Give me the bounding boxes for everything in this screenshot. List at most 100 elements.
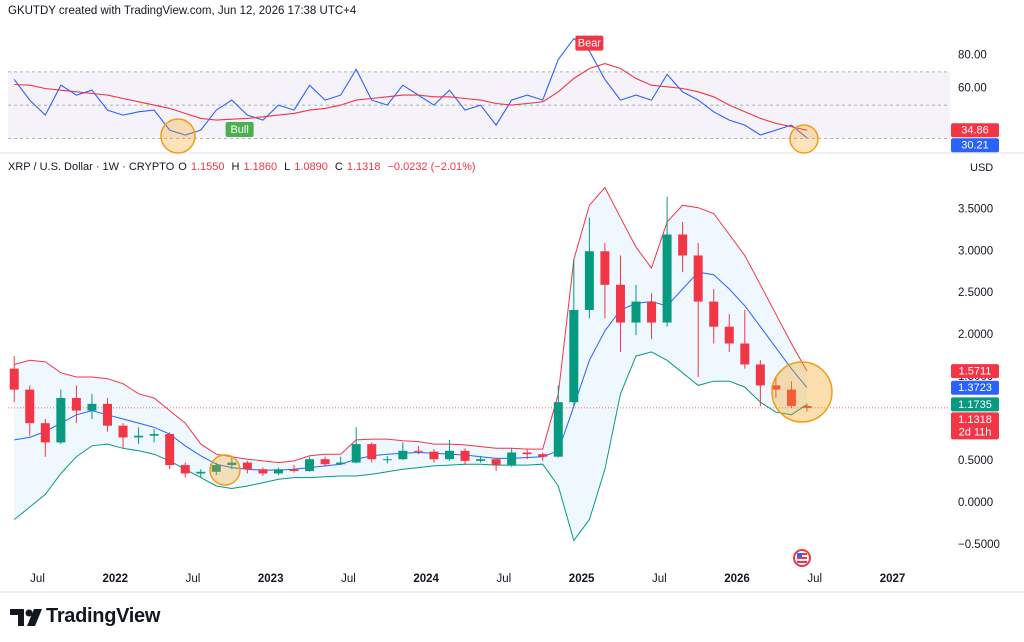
band-fill xyxy=(14,187,807,541)
price-label: 1.1735 xyxy=(958,399,992,411)
candle-body xyxy=(538,454,548,457)
x-tick-label: Jul xyxy=(497,573,512,585)
candle-body xyxy=(584,251,594,310)
price-label-box xyxy=(951,138,999,153)
y-tick-label: 0.5000 xyxy=(958,455,993,467)
bollinger-line xyxy=(14,186,808,464)
legend-key: C xyxy=(334,161,343,173)
legend-change: −0.0232 (−2.01%) xyxy=(387,161,476,173)
candle-body xyxy=(771,385,781,390)
candle-body xyxy=(336,462,346,465)
candle-body xyxy=(553,402,563,457)
candle-body xyxy=(305,459,315,471)
candle-body xyxy=(460,450,470,461)
legend: XRP / U.S. Dollar · 1W · CRYPTO O 1.1550 H… xyxy=(8,161,479,173)
rsi-line xyxy=(14,63,808,131)
candle-body xyxy=(662,234,672,323)
candle-body xyxy=(242,462,252,470)
candle-body xyxy=(678,234,688,256)
flag-icon xyxy=(793,549,811,567)
candle-body xyxy=(569,309,579,403)
candle-body xyxy=(102,403,112,426)
plot-layer: 60.00 80.00 34.86 30.21 Bull Bear −0.5000 0.000… xyxy=(8,35,1000,585)
y-tick-label: −0.5000 xyxy=(958,539,1000,551)
candle-body xyxy=(273,469,283,474)
candle-body xyxy=(802,405,812,408)
candle-body xyxy=(258,469,268,474)
x-tick-label: Jul xyxy=(341,573,356,585)
candle-body xyxy=(118,425,128,438)
candle-body xyxy=(382,459,392,461)
annotation-text: Bull xyxy=(230,124,248,136)
annotation-text: Bear xyxy=(578,38,602,50)
y-tick-label: 3.0000 xyxy=(958,245,993,257)
price-label: 1.5711 xyxy=(959,365,992,377)
legend-value: 1.1550 xyxy=(190,161,225,173)
x-tick-label: 2027 xyxy=(880,573,906,585)
candle-body xyxy=(740,343,750,365)
x-tick-label: Jul xyxy=(652,573,667,585)
highlight-circle xyxy=(789,124,819,154)
candle-body xyxy=(211,465,221,472)
axis-unit: USD xyxy=(970,162,994,174)
x-tick-label: Jul xyxy=(807,573,822,585)
highlight-circle xyxy=(771,361,833,423)
highlight-circle xyxy=(160,118,196,154)
candle-body xyxy=(429,451,439,460)
x-tick-label: 2026 xyxy=(724,573,750,585)
candle-body xyxy=(289,469,299,471)
symbol-title: XRP / U.S. Dollar · 1W · CRYPTO xyxy=(8,161,175,173)
price-label: 30.21 xyxy=(961,140,989,152)
candle-body xyxy=(165,434,175,466)
logo-mark xyxy=(10,609,42,626)
legend-value: 1.1860 xyxy=(243,161,278,173)
legend-key: O xyxy=(178,161,187,173)
y-tick-label: 60.00 xyxy=(958,83,987,95)
x-tick-label: Jul xyxy=(30,573,45,585)
y-tick-label: 3.5000 xyxy=(958,203,993,215)
countdown-label: 2d 11h xyxy=(959,426,992,438)
candle-body xyxy=(367,444,377,460)
candle-body xyxy=(755,364,765,386)
price-label: 1.1318 xyxy=(958,414,992,426)
price-label: 1.3723 xyxy=(958,382,992,394)
price-label-box xyxy=(951,380,999,395)
candle-body xyxy=(522,452,532,455)
x-tick-label: 2023 xyxy=(258,573,284,585)
x-tick-label: 2022 xyxy=(102,573,128,585)
legend-value: 1.1318 xyxy=(346,161,381,173)
candle-body xyxy=(9,368,19,390)
price-label-box xyxy=(951,364,999,379)
candle-body xyxy=(40,423,50,443)
candle-body xyxy=(71,397,81,411)
x-tick-label: Jul xyxy=(186,573,201,585)
candle-body xyxy=(134,435,144,438)
price-label-box xyxy=(951,123,999,138)
legend-key: H xyxy=(231,161,240,173)
price-label-box xyxy=(951,412,999,440)
annotation-box xyxy=(225,122,254,138)
candle-body xyxy=(87,403,97,411)
y-tick-label: 0.0000 xyxy=(958,497,993,509)
y-tick-label: 80.00 xyxy=(958,49,987,61)
candle-body xyxy=(476,459,486,461)
candle-body xyxy=(786,389,796,406)
bollinger-line xyxy=(13,351,808,542)
y-tick-label: 2.0000 xyxy=(958,329,993,341)
candle-body xyxy=(413,450,423,452)
x-tick-label: 2024 xyxy=(413,573,439,585)
candle-body xyxy=(444,450,454,460)
candle-body xyxy=(351,444,361,463)
candle-body xyxy=(398,450,408,460)
highlight-circle xyxy=(209,454,241,486)
header: GKUTDY created with TradingView.com, Jun… xyxy=(8,5,357,17)
candle-body xyxy=(320,459,330,465)
footer-brand: TradingView xyxy=(46,605,161,627)
candle-body xyxy=(724,326,734,344)
candle-body xyxy=(631,301,641,323)
y-tick-label: 2.5000 xyxy=(958,287,993,299)
bollinger-line xyxy=(14,271,808,471)
candle-body xyxy=(600,251,610,285)
